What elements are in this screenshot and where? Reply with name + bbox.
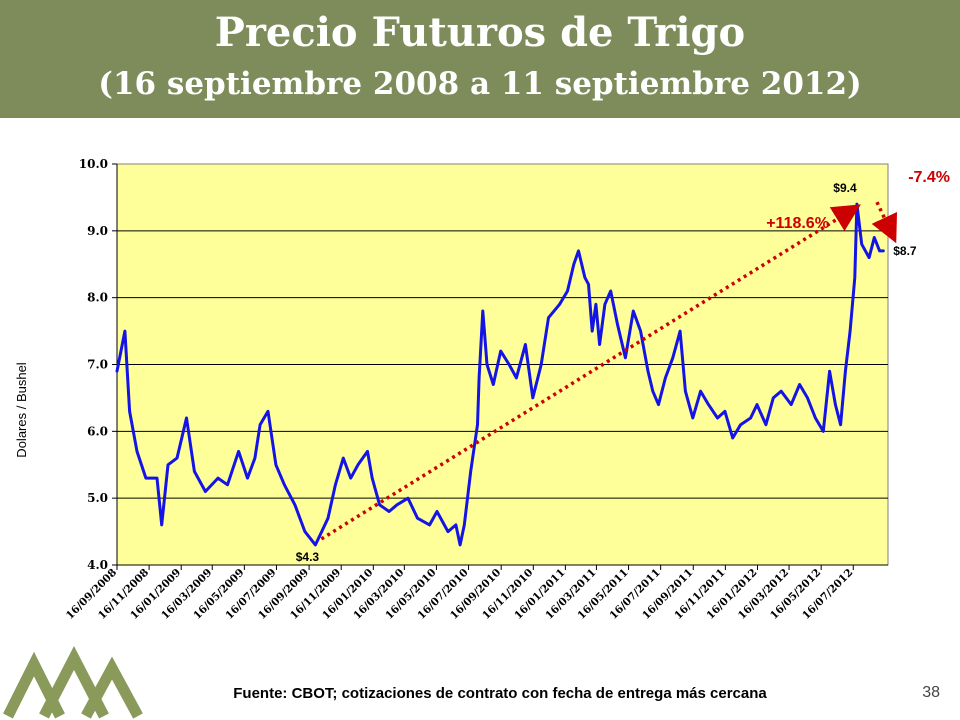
price-point-label: $4.3 (296, 550, 320, 564)
price-chart: 4.05.06.07.08.09.010.016/09/200816/11/20… (14, 157, 950, 622)
page-title: Precio Futuros de Trigo (214, 9, 746, 56)
source-note: Fuente: CBOT; cotizaciones de contrato c… (233, 685, 767, 702)
company-logo-icon (3, 646, 143, 719)
price-point-label: $8.7 (893, 244, 917, 258)
y-tick-label: 4.0 (87, 558, 108, 572)
pct-change-label: +118.6% (766, 215, 829, 232)
y-tick-label: 7.0 (87, 358, 108, 372)
price-point-label: $9.4 (833, 181, 857, 195)
y-tick-label: 5.0 (87, 491, 108, 505)
pct-change-label: -7.4% (908, 169, 950, 186)
page-number: 38 (922, 684, 940, 701)
title-banner (0, 0, 960, 118)
y-tick-label: 10.0 (79, 157, 108, 171)
page-subtitle: (16 septiembre 2008 a 11 septiembre 2012… (98, 66, 862, 102)
y-tick-label: 9.0 (87, 224, 108, 238)
y-tick-label: 6.0 (87, 424, 108, 438)
y-tick-label: 8.0 (87, 291, 108, 305)
price-series-line (115, 202, 885, 547)
y-axis-label: Dolares / Bushel (14, 362, 29, 457)
